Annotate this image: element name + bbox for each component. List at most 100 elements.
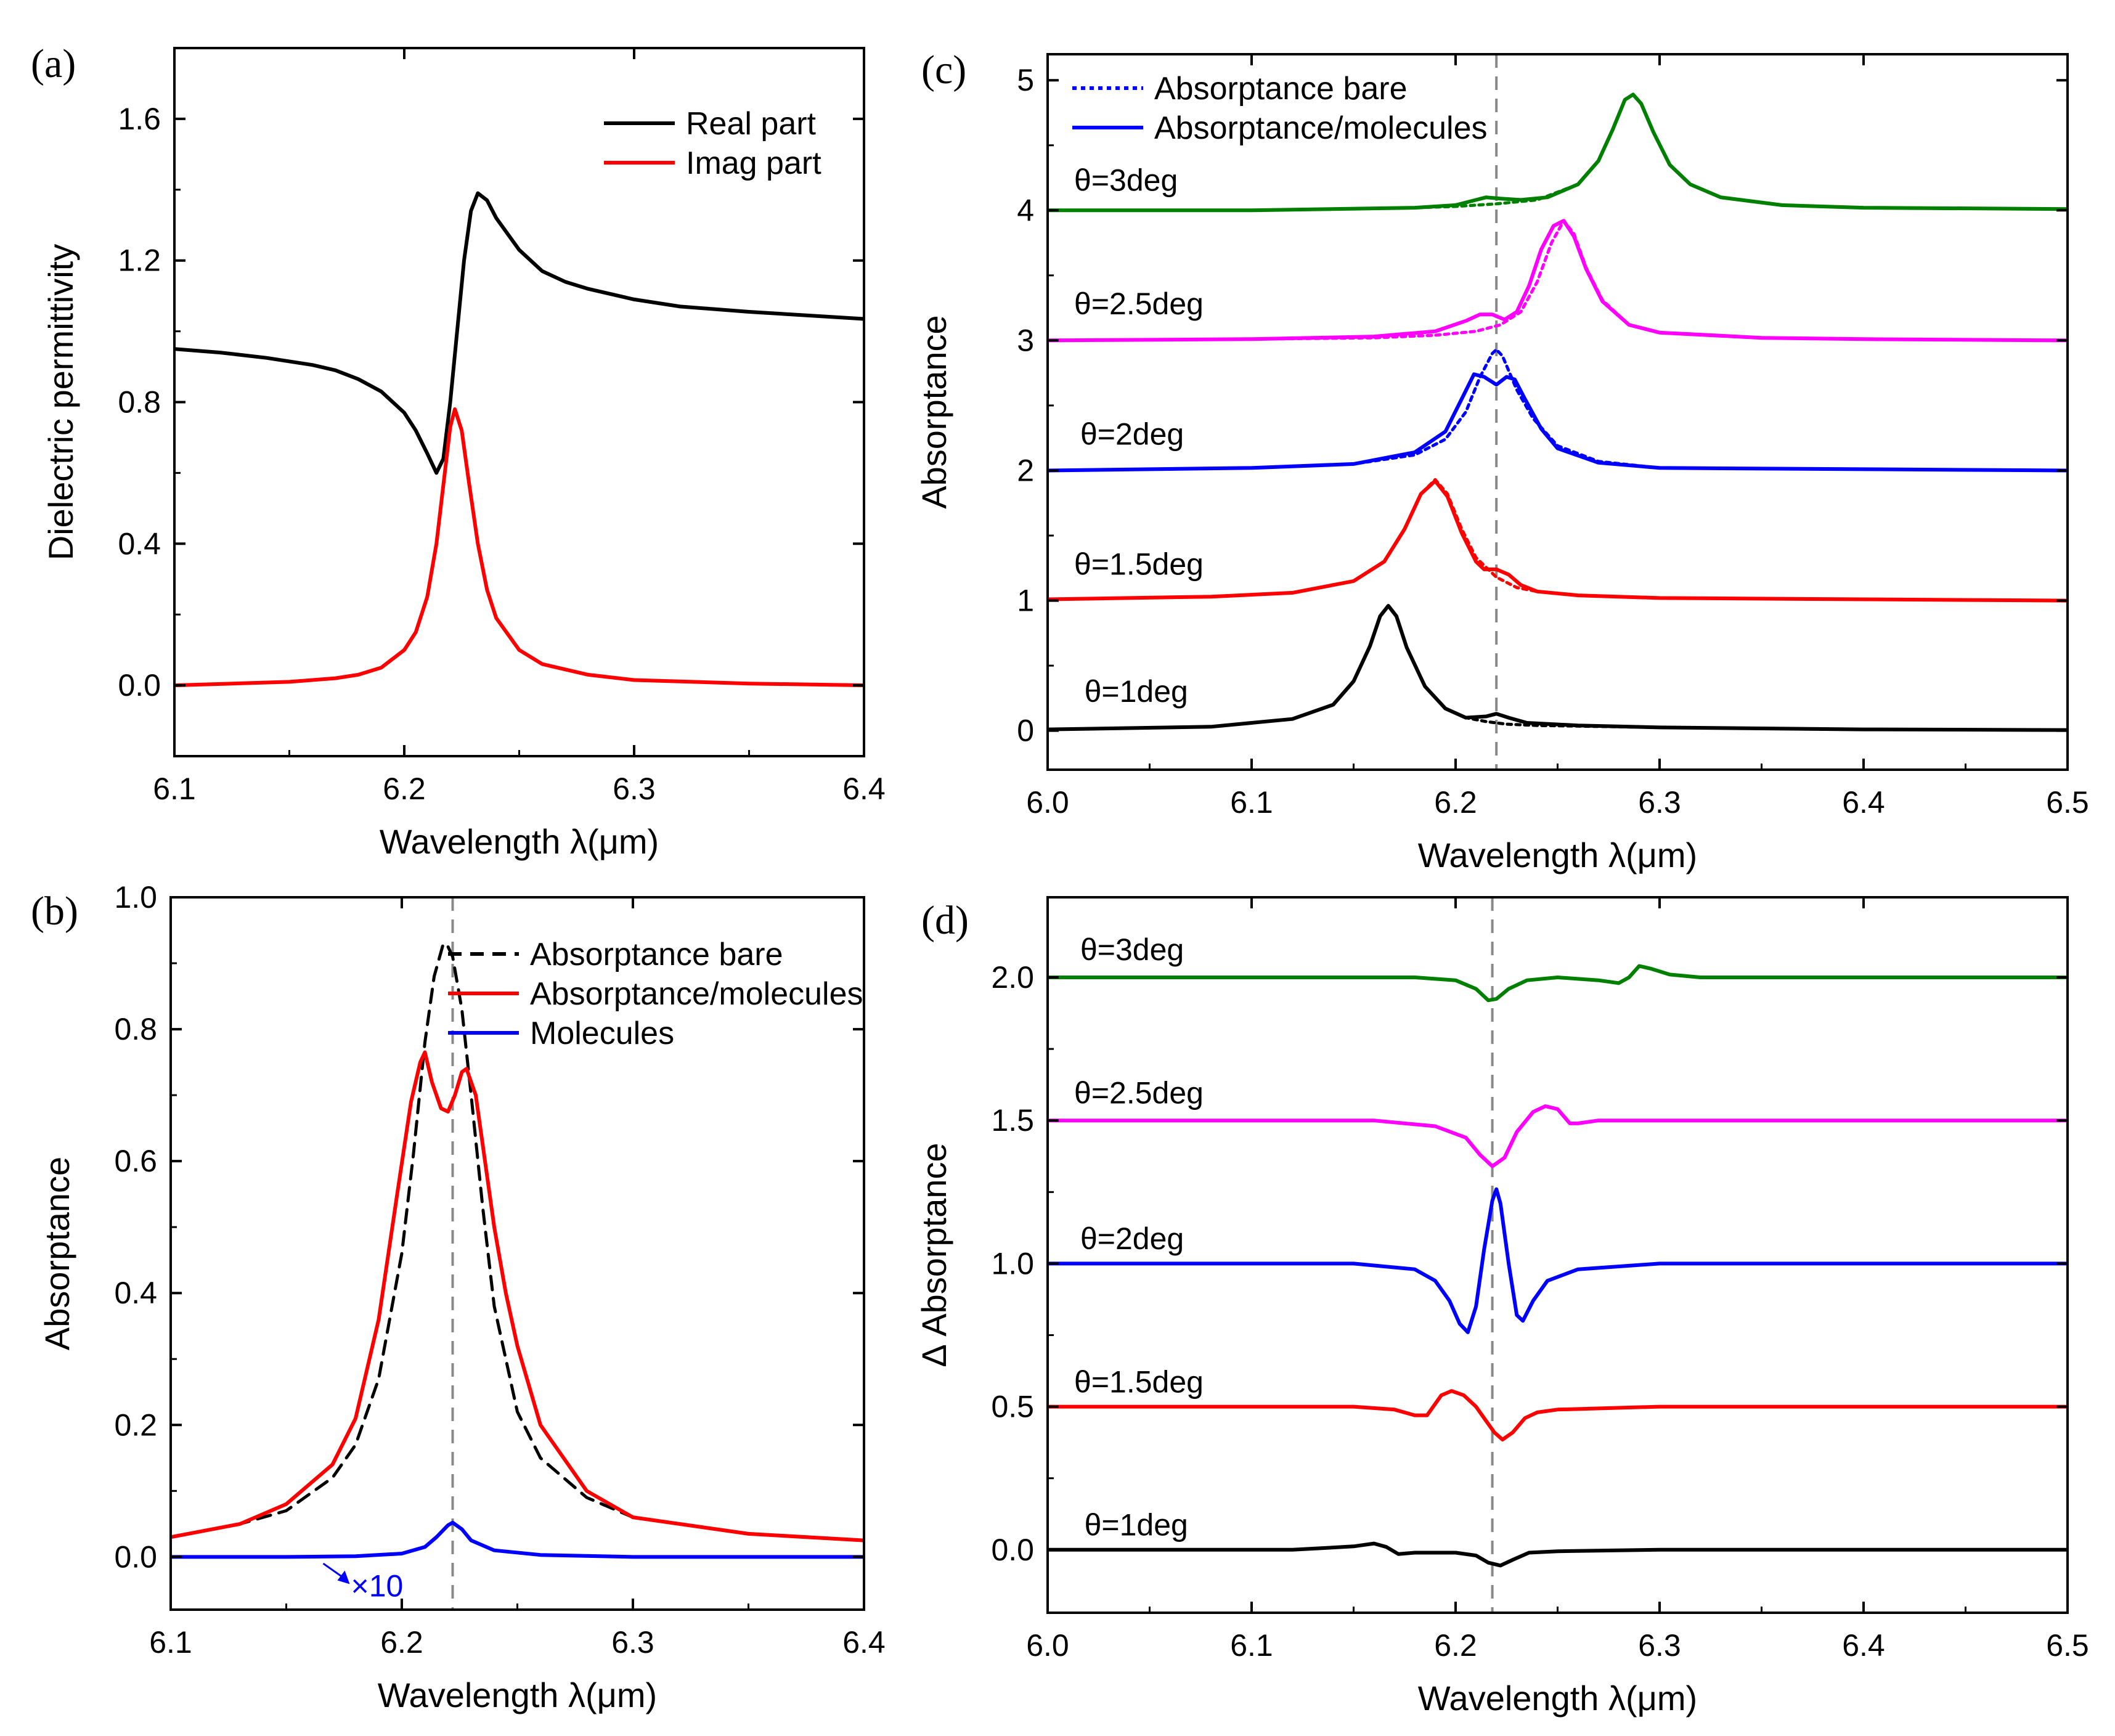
- x-tick-label-a-1: 6.2: [383, 772, 426, 806]
- x-tick-label-c-4: 6.4: [1842, 785, 1885, 820]
- x-tick-label-d-3: 6.3: [1638, 1628, 1681, 1663]
- series-line-c-7: [1048, 219, 2068, 342]
- x-axis-label-a: Wavelength λ(μm): [380, 822, 659, 861]
- series-line-a-1: [174, 407, 864, 688]
- y-tick-label-c-4: 4: [1017, 193, 1034, 227]
- y-tick-label-d-4: 2.0: [991, 960, 1034, 995]
- y-tick-label-b-3: 0.6: [114, 1144, 157, 1178]
- y-tick-label-a-1: 0.4: [118, 526, 161, 561]
- annotation-label-b-0: ×10: [351, 1569, 404, 1604]
- series-line-c-4: [1048, 372, 2068, 473]
- panel-label-b: (b): [31, 889, 78, 934]
- y-tick-label-a-3: 1.2: [118, 243, 161, 278]
- series-line-b-0: [171, 942, 864, 1542]
- y-tick-label-d-1: 0.5: [991, 1390, 1034, 1424]
- chart-panel-c: 6.0 6.1 6.2 6.3 6.4 6.5 0 1 2 3 4 5 Wavelength λ(μm)…: [915, 47, 2089, 874]
- series-line-d-1: [1048, 1389, 2068, 1441]
- y-tick-label-c-5: 5: [1017, 63, 1034, 97]
- annotation-label-c-1: θ=1.5deg: [1074, 547, 1204, 581]
- y-tick-label-d-2: 1.0: [991, 1246, 1034, 1281]
- series-line-d-3: [1048, 1104, 2068, 1168]
- annotation-label-c-2: θ=2deg: [1080, 417, 1184, 451]
- series-group-b: [171, 942, 864, 1559]
- series-line-d-0: [1048, 1541, 2068, 1568]
- y-axis-label-b: Absorptance: [38, 1157, 76, 1350]
- x-axis-label-d: Wavelength λ(μm): [1418, 1679, 1697, 1718]
- x-tick-label-b-2: 6.3: [611, 1625, 654, 1660]
- annotation-label-d-0: θ=1deg: [1085, 1508, 1188, 1542]
- x-tick-label-b-1: 6.2: [380, 1625, 423, 1660]
- x-tick-label-d-2: 6.2: [1434, 1628, 1477, 1663]
- x-tick-label-c-3: 6.3: [1638, 785, 1681, 820]
- x-tick-label-c-0: 6.0: [1026, 785, 1069, 820]
- series-line-c-9: [1048, 92, 2068, 212]
- series-line-c-0: [1048, 604, 2068, 732]
- x-tick-label-c-1: 6.1: [1230, 785, 1273, 820]
- chart-panel-b: 6.1 6.2 6.3 6.4 0.0 0.2 0.4 0.6 0.8 1.0 Wavelength…: [31, 880, 886, 1714]
- legend-label-b-2: Molecules: [530, 1016, 674, 1051]
- legend-label-a-0: Real part: [686, 106, 817, 142]
- x-tick-label-d-0: 6.0: [1026, 1628, 1069, 1663]
- series-line-c-1: [1048, 604, 2068, 732]
- y-tick-label-a-4: 1.6: [118, 102, 161, 136]
- y-tick-label-a-2: 0.8: [118, 385, 161, 420]
- series-line-c-2: [1048, 479, 2068, 603]
- legend-label-c-0: Absorptance bare: [1154, 71, 1408, 107]
- x-tick-label-c-5: 6.5: [2046, 785, 2089, 820]
- y-tick-label-d-0: 0.0: [991, 1533, 1034, 1567]
- y-axis-label-c: Absorptance: [915, 315, 953, 508]
- x-axis-label-c: Wavelength λ(μm): [1418, 836, 1697, 874]
- series-line-c-3: [1048, 478, 2068, 603]
- series-line-a-0: [174, 191, 864, 475]
- panel-label-d: (d): [921, 898, 969, 943]
- annotation-label-c-0: θ=1deg: [1085, 674, 1188, 709]
- annotation-label-d-2: θ=2deg: [1080, 1221, 1184, 1256]
- y-tick-label-c-3: 3: [1017, 323, 1034, 357]
- panel-label-c: (c): [921, 47, 966, 92]
- x-tick-label-a-2: 6.3: [613, 772, 656, 806]
- axes-frame-d: [1046, 896, 2069, 1614]
- y-tick-label-b-5: 1.0: [114, 880, 157, 915]
- x-tick-label-b-0: 6.1: [149, 1625, 192, 1660]
- axes-frame-c: [1046, 53, 2069, 771]
- annotation-label-d-3: θ=2.5deg: [1074, 1075, 1204, 1110]
- y-tick-label-c-1: 1: [1017, 584, 1034, 618]
- y-tick-label-a-0: 0.0: [118, 668, 161, 703]
- series-line-c-5: [1048, 348, 2068, 472]
- annotation-arrowhead-b-0: [337, 1570, 350, 1584]
- annotation-label-d-4: θ=3deg: [1080, 932, 1184, 967]
- y-tick-label-b-0: 0.0: [114, 1539, 157, 1574]
- y-tick-label-b-1: 0.2: [114, 1408, 157, 1442]
- x-tick-label-a-0: 6.1: [153, 772, 196, 806]
- series-line-c-6: [1048, 219, 2068, 343]
- y-axis-label-a: Dielectric permittivity: [41, 244, 80, 560]
- annotation-label-c-4: θ=3deg: [1074, 163, 1178, 198]
- chart-panel-d: 6.0 6.1 6.2 6.3 6.4 6.5 0.0 0.5 1.0 1.5 2.0 Wavelen…: [915, 896, 2089, 1718]
- chart-panel-a: 6.1 6.2 6.3 6.4 0.0 0.4 0.8 1.2 1.6 Wavelength λ(…: [31, 41, 886, 861]
- legend-label-b-1: Absorptance/molecules: [530, 976, 863, 1012]
- x-tick-label-c-2: 6.2: [1434, 785, 1477, 820]
- x-tick-label-d-4: 6.4: [1842, 1628, 1885, 1663]
- series-line-d-4: [1048, 964, 2068, 1003]
- x-tick-label-b-3: 6.4: [842, 1625, 886, 1660]
- series-line-b-2: [171, 1520, 864, 1559]
- series-group-a: [174, 191, 864, 688]
- y-tick-label-d-3: 1.5: [991, 1103, 1034, 1138]
- panel-label-a: (a): [31, 41, 76, 86]
- series-line-b-1: [171, 1050, 864, 1542]
- y-tick-label-c-0: 0: [1017, 714, 1034, 748]
- annotation-label-d-1: θ=1.5deg: [1074, 1364, 1204, 1399]
- annotation-label-c-3: θ=2.5deg: [1074, 287, 1204, 321]
- y-axis-label-d: Δ Absorptance: [915, 1143, 953, 1367]
- series-group-c: [1048, 92, 2068, 732]
- x-axis-label-b: Wavelength λ(μm): [378, 1676, 657, 1714]
- y-tick-label-c-2: 2: [1017, 453, 1034, 487]
- x-tick-label-d-1: 6.1: [1230, 1628, 1273, 1663]
- x-tick-label-d-5: 6.5: [2046, 1628, 2089, 1663]
- series-line-d-2: [1048, 1187, 2068, 1334]
- y-tick-label-b-2: 0.4: [114, 1276, 157, 1310]
- legend-label-a-1: Imag part: [686, 145, 821, 181]
- legend-label-b-0: Absorptance bare: [530, 937, 783, 972]
- legend-label-c-1: Absorptance/molecules: [1154, 110, 1488, 146]
